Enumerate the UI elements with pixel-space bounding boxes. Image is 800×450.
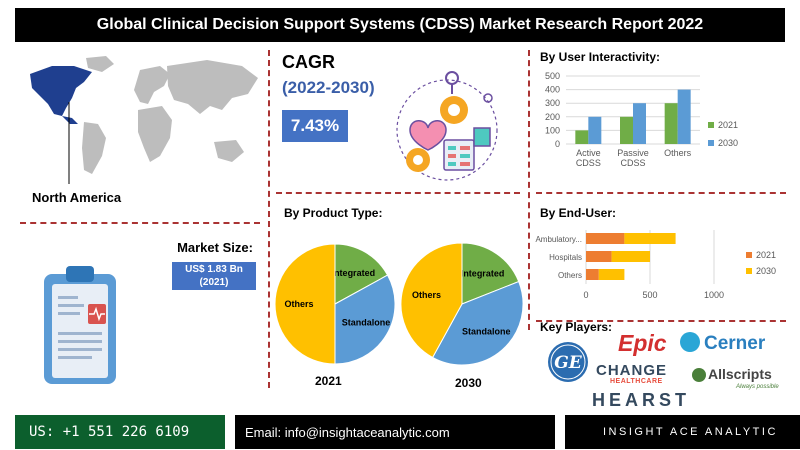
end-user-chart: 0 500 1000 Ambulatory... Hospitals Others 2021… xyxy=(535,230,776,300)
allscripts-tagline: Always possible xyxy=(736,384,779,390)
y-tick-label: 300 xyxy=(545,98,560,108)
y-tick-label: 100 xyxy=(545,125,560,135)
market-size-year: (2021) xyxy=(199,277,229,288)
user-interactivity-title: By User Interactivity: xyxy=(540,50,661,64)
pie-slice-others xyxy=(274,243,336,365)
cerner-logo-icon xyxy=(680,332,700,352)
y-tick-label: 200 xyxy=(545,112,560,122)
legend-swatch-2021 xyxy=(708,122,714,128)
pie-2030-year: 2030 xyxy=(455,376,482,390)
product-pie-2030: Integrated Standalone Others xyxy=(400,242,524,366)
change-healthcare-subtext: HEALTHCARE xyxy=(610,378,663,385)
x-tick-label: Passive xyxy=(617,148,649,158)
bar-2030 xyxy=(588,116,602,144)
end-user-title: By End-User: xyxy=(540,206,617,220)
bar-2030 xyxy=(624,233,676,244)
bar-2021 xyxy=(586,233,625,244)
epic-logo: Epic xyxy=(618,330,667,356)
x-tick-label: 500 xyxy=(642,290,657,300)
cerner-logo: Cerner xyxy=(704,333,766,354)
footer-brand: INSIGHT ACE ANALYTIC xyxy=(565,415,800,449)
pie-slice-standalone xyxy=(334,274,396,365)
legend-swatch-2030 xyxy=(746,268,752,274)
y-tick-label: 0 xyxy=(555,139,560,149)
bar-2030 xyxy=(611,251,650,262)
bar-2030 xyxy=(633,103,646,144)
clipboard-icon xyxy=(44,266,116,384)
pie-2021-year: 2021 xyxy=(315,374,342,388)
ge-logo-text: GE xyxy=(554,353,583,373)
pie-label-standalone: Standalone xyxy=(462,326,511,336)
market-size-box: US$ 1.83 Bn (2021) xyxy=(172,262,256,290)
bar-2021 xyxy=(620,116,633,144)
region-label: North America xyxy=(32,190,122,205)
ge-logo: GE xyxy=(548,342,588,382)
pie-slice-integrated xyxy=(334,243,389,305)
pie-slice-others xyxy=(400,242,463,359)
bar-2021 xyxy=(575,130,589,144)
bar-2030 xyxy=(598,269,625,280)
x-tick-label: CDSS xyxy=(576,158,601,168)
world-map xyxy=(30,56,258,184)
bar-2021 xyxy=(664,103,678,144)
bar-2021 xyxy=(586,269,599,280)
hearst-logo: HEARST xyxy=(592,390,691,410)
legend-swatch-2021 xyxy=(746,252,752,258)
product-pie-2021: Integrated Standalone Others xyxy=(274,243,396,365)
pie-label-standalone: Standalone xyxy=(342,317,391,327)
x-tick-label: CDSS xyxy=(620,158,645,168)
pie-label-others: Others xyxy=(412,290,441,300)
healthcare-gears-icon xyxy=(396,71,498,181)
y-tick-label: Others xyxy=(558,271,582,280)
x-tick-label: 1000 xyxy=(704,290,724,300)
y-tick-label: Hospitals xyxy=(549,253,582,262)
y-tick-label: 400 xyxy=(545,85,560,95)
pie-label-integrated: Integrated xyxy=(461,269,505,279)
divider-right xyxy=(528,50,530,330)
footer-phone: US: +1 551 226 6109 xyxy=(15,415,225,449)
pie-slice-standalone xyxy=(431,280,524,366)
divider-left xyxy=(268,50,270,388)
bar-2021 xyxy=(586,251,612,262)
y-tick-label: Ambulatory... xyxy=(535,235,582,244)
key-players-title: Key Players: xyxy=(540,320,613,334)
divider-user xyxy=(536,192,786,194)
divider-region xyxy=(20,222,260,224)
pie-label-others: Others xyxy=(284,299,313,309)
x-tick-label: 0 xyxy=(583,290,588,300)
x-tick-label: Active xyxy=(576,148,601,158)
divider-enduser xyxy=(536,320,786,322)
user-interactivity-chart: 0100200300400500ActiveCDSSPassiveCDSSOth… xyxy=(545,71,738,168)
allscripts-logo-icon xyxy=(692,368,706,382)
market-size-value: US$ 1.83 Bn xyxy=(185,264,243,275)
legend-label-2021: 2021 xyxy=(756,250,776,260)
footer-email: Email: info@insightaceanalytic.com xyxy=(235,415,555,449)
allscripts-logo: Allscripts xyxy=(708,366,772,382)
product-type-title: By Product Type: xyxy=(284,206,383,220)
north-america-region xyxy=(30,66,92,124)
divider-cagr xyxy=(276,192,520,194)
cagr-label: CAGR xyxy=(282,52,335,72)
x-tick-label: Others xyxy=(664,148,692,158)
pie-slice-integrated xyxy=(461,242,520,305)
report-title: Global Clinical Decision Support Systems… xyxy=(15,8,785,42)
legend-label-2030: 2030 xyxy=(718,138,738,148)
bar-2030 xyxy=(677,89,691,144)
cagr-value: 7.43% xyxy=(282,110,348,142)
legend-swatch-2030 xyxy=(708,140,714,146)
y-tick-label: 500 xyxy=(545,71,560,81)
legend-label-2021: 2021 xyxy=(718,120,738,130)
market-size-label: Market Size: xyxy=(177,240,253,255)
legend-label-2030: 2030 xyxy=(756,266,776,276)
cagr-period: (2022-2030) xyxy=(282,78,375,97)
change-logo: CHANGE xyxy=(596,362,668,379)
pie-label-integrated: Integrated xyxy=(332,268,376,278)
